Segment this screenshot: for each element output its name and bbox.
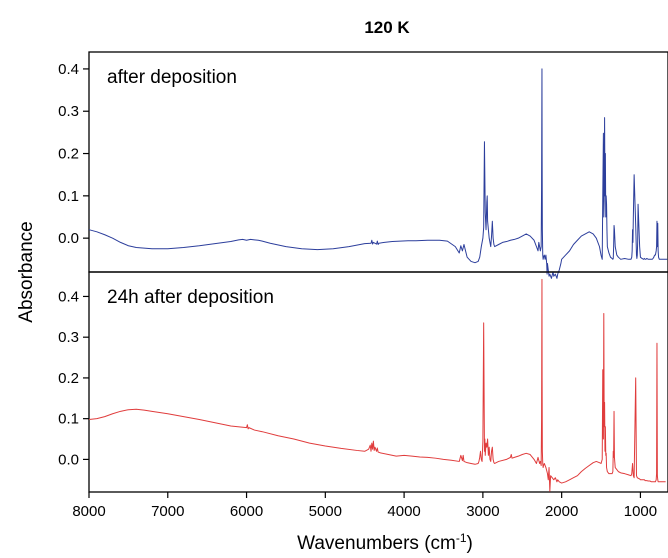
spectrum-line bbox=[88, 278, 666, 492]
x-axis-label-main: Wavenumbers (cm bbox=[297, 533, 456, 554]
top-panel-y-ticks: 0.0 0.1 0.2 0.3 0.4 bbox=[58, 61, 89, 247]
x-tick-label: 1000 bbox=[624, 503, 657, 520]
x-axis-label-close: ) bbox=[467, 533, 473, 554]
x-axis: 8000 7000 6000 5000 4000 3000 2000 1000 bbox=[72, 492, 657, 520]
y-tick-label: 0.2 bbox=[58, 146, 79, 163]
bottom-panel: 0.0 0.1 0.2 0.3 0.4 24h after deposition bbox=[58, 271, 668, 493]
y-tick-label: 0.4 bbox=[58, 61, 79, 78]
spectrum-line bbox=[88, 68, 668, 279]
top-panel-label: after deposition bbox=[107, 67, 237, 88]
bottom-panel-frame bbox=[88, 271, 668, 493]
y-axis-label: Absorbance bbox=[16, 221, 37, 322]
x-tick-label: 7000 bbox=[151, 503, 184, 520]
x-tick-label: 3000 bbox=[466, 503, 499, 520]
x-tick-label: 5000 bbox=[309, 503, 342, 520]
y-tick-label: 0.3 bbox=[58, 329, 79, 346]
x-tick-label: 8000 bbox=[72, 503, 105, 520]
y-tick-label: 0.0 bbox=[58, 451, 79, 468]
y-tick-label: 0.2 bbox=[58, 370, 79, 387]
y-tick-label: 0.0 bbox=[58, 230, 79, 247]
bottom-panel-y-ticks: 0.0 0.1 0.2 0.3 0.4 bbox=[58, 288, 89, 468]
x-axis-label: Wavenumbers (cm-1) bbox=[297, 531, 473, 554]
bottom-panel-lines bbox=[88, 278, 666, 492]
y-tick-label: 0.3 bbox=[58, 103, 79, 120]
y-tick-label: 0.4 bbox=[58, 288, 79, 305]
chart-title: 120 K bbox=[364, 18, 410, 37]
x-tick-label: 6000 bbox=[230, 503, 263, 520]
bottom-panel-label: 24h after deposition bbox=[107, 287, 274, 308]
x-tick-label: 2000 bbox=[545, 503, 578, 520]
top-panel: 0.0 0.1 0.2 0.3 0.4 after deposition bbox=[58, 51, 668, 279]
x-axis-label-superscript: -1 bbox=[456, 531, 467, 545]
x-tick-label: 4000 bbox=[387, 503, 420, 520]
y-tick-label: 0.1 bbox=[58, 188, 79, 205]
top-panel-lines bbox=[88, 68, 668, 279]
y-tick-label: 0.1 bbox=[58, 411, 79, 428]
